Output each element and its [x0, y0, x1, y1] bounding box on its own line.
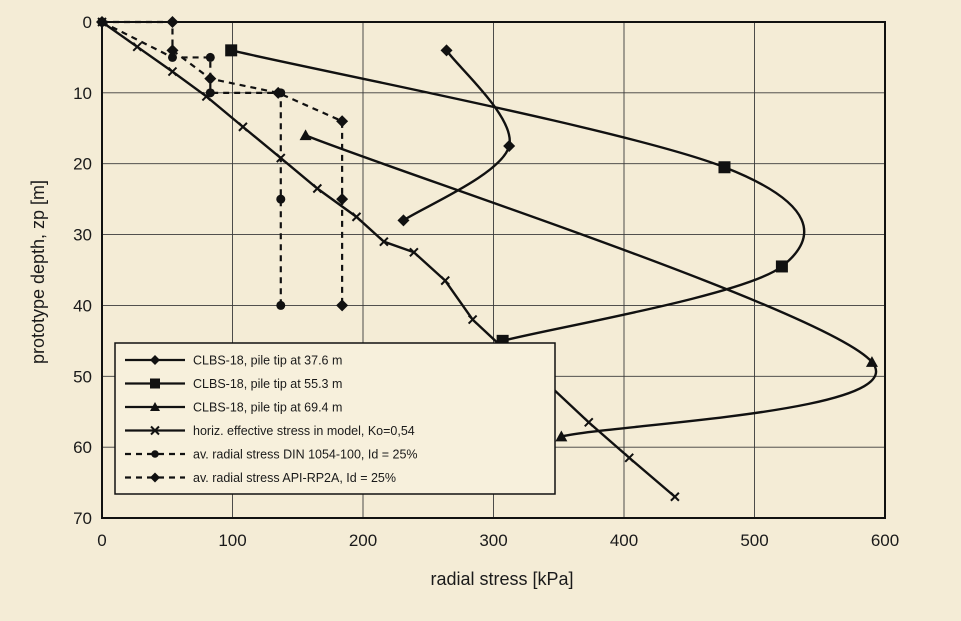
data-point: [204, 72, 217, 85]
data-point: [670, 492, 680, 502]
data-point: [150, 378, 160, 389]
x-tick-label: 0: [97, 531, 106, 550]
y-tick-label: 60: [73, 438, 92, 457]
series-line: [102, 20, 344, 306]
series-line: [305, 134, 877, 438]
series-3: [299, 129, 878, 442]
series-2: [225, 44, 806, 347]
x-tick-label: 400: [610, 531, 638, 550]
data-point: [312, 183, 323, 194]
data-point: [205, 52, 215, 62]
data-point: [225, 44, 238, 57]
series-layer: [96, 16, 878, 502]
data-point: [150, 355, 160, 365]
plot-border: [101, 21, 886, 519]
y-tick-label: 50: [73, 367, 92, 386]
data-point: [584, 417, 594, 428]
legend-entry: CLBS-18, pile tip at 37.6 m: [125, 354, 342, 368]
series-6: [96, 16, 349, 312]
data-point: [624, 453, 634, 463]
data-point: [276, 194, 286, 204]
x-tick-label: 200: [349, 531, 377, 550]
data-point: [397, 214, 410, 227]
data-point: [151, 450, 159, 458]
data-point: [467, 314, 478, 325]
data-point: [167, 52, 177, 62]
data-point: [132, 42, 142, 52]
legend-label: CLBS-18, pile tip at 69.4 m: [193, 401, 342, 415]
data-point: [336, 115, 349, 128]
data-point: [440, 44, 453, 57]
legend-label: CLBS-18, pile tip at 37.6 m: [193, 354, 342, 368]
plot-frame: [101, 21, 886, 519]
data-point: [440, 275, 450, 286]
y-tick-label: 20: [73, 155, 92, 174]
y-tick-label: 10: [73, 84, 92, 103]
legend-entry: CLBS-18, pile tip at 69.4 m: [125, 401, 342, 415]
y-axis-label: prototype depth, zp [m]: [28, 180, 48, 364]
data-point: [299, 129, 312, 141]
y-tick-label: 30: [73, 226, 92, 245]
data-point: [150, 425, 160, 436]
data-point: [167, 66, 178, 77]
data-point: [166, 44, 179, 57]
legend-entry: CLBS-18, pile tip at 55.3 m: [125, 377, 342, 391]
legend: CLBS-18, pile tip at 37.6 m CLBS-18, pile…: [114, 342, 556, 495]
data-point: [555, 430, 568, 442]
series-1: [397, 44, 516, 227]
data-point: [272, 86, 285, 99]
y-tick-label: 0: [83, 13, 92, 32]
x-tick-label: 500: [740, 531, 768, 550]
legend-label: av. radial stress API-RP2A, Id = 25%: [193, 471, 396, 485]
legend-box: [114, 342, 556, 495]
tick-labels: 0 100 200 300 400 500 600 0 10 20 30 40 50 60 70: [73, 13, 899, 550]
y-tick-label: 40: [73, 296, 92, 315]
x-axis-label: radial stress [kPa]: [430, 569, 573, 589]
data-point: [351, 212, 362, 222]
y-tick-label: 70: [73, 509, 92, 528]
data-point: [205, 88, 215, 98]
legend-entry: av. radial stress API-RP2A, Id = 25%: [125, 471, 396, 485]
data-point: [150, 402, 160, 411]
legend-label: av. radial stress DIN 1054-100, Id = 25%: [193, 448, 418, 462]
data-point: [276, 300, 286, 310]
series-line: [230, 49, 806, 343]
data-point: [718, 161, 731, 174]
legend-label: horiz. effective stress in model, Ko=0,5…: [193, 424, 415, 438]
legend-label: CLBS-18, pile tip at 55.3 m: [193, 377, 342, 391]
x-tick-label: 600: [871, 531, 899, 550]
data-point: [238, 122, 248, 132]
data-point: [865, 356, 878, 367]
x-tick-label: 100: [218, 531, 246, 550]
data-point: [409, 247, 419, 257]
data-point: [775, 260, 788, 273]
data-point: [336, 299, 349, 312]
data-point: [336, 193, 349, 206]
data-point: [150, 472, 160, 483]
legend-entry: av. radial stress DIN 1054-100, Id = 25%: [125, 448, 418, 462]
data-point: [503, 140, 516, 152]
legend-entry: horiz. effective stress in model, Ko=0,5…: [125, 424, 415, 438]
data-point: [379, 236, 389, 247]
x-tick-label: 300: [479, 531, 507, 550]
